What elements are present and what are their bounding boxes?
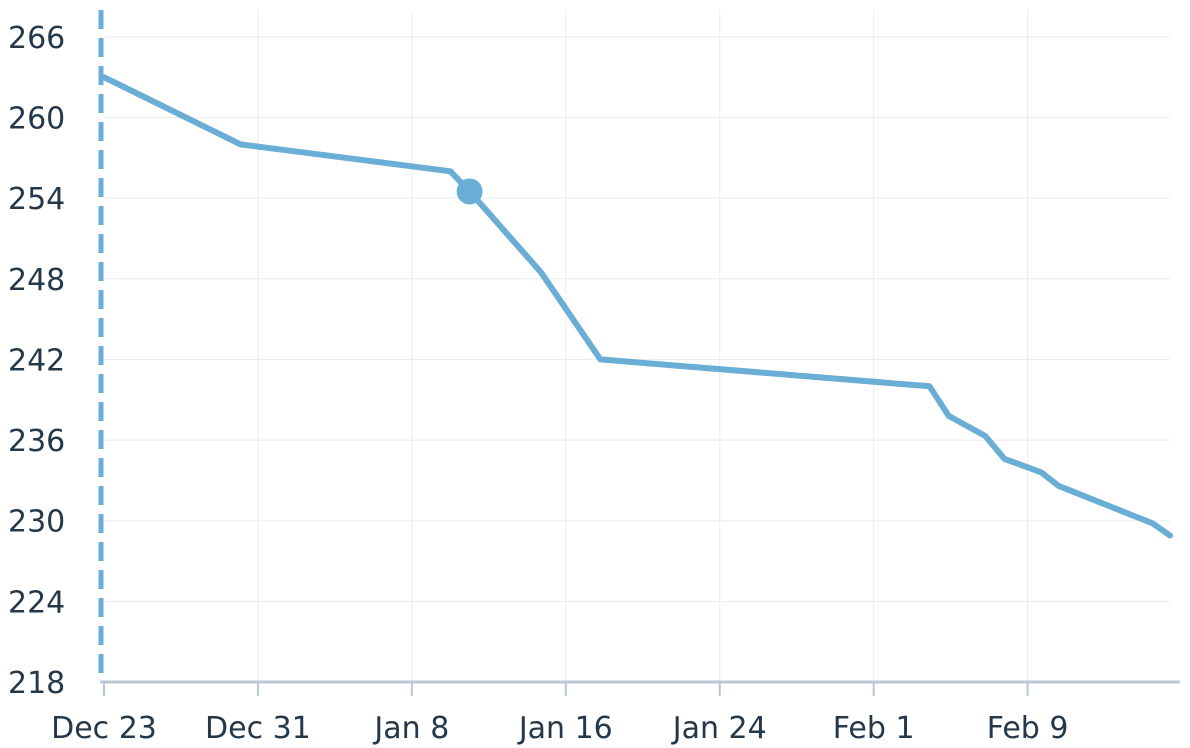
x-tick-label: Jan 16 [517, 711, 613, 746]
highlight-point [456, 178, 483, 205]
y-tick-label: 236 [8, 424, 65, 459]
y-tick-label: 254 [8, 182, 65, 217]
x-tick-label: Dec 23 [51, 711, 157, 746]
grid-layer [104, 10, 1170, 682]
y-tick-label: 248 [8, 263, 65, 298]
y-tick-label: 242 [8, 343, 65, 378]
y-tick-label: 218 [8, 666, 65, 701]
x-tick-label: Dec 31 [205, 711, 311, 746]
y-tick-label: 266 [8, 21, 65, 56]
x-tick-label: Jan 8 [372, 711, 449, 746]
y-tick-label: 260 [8, 102, 65, 137]
y-tick-label: 224 [8, 585, 65, 620]
x-tick-label: Feb 9 [987, 711, 1069, 746]
y-tick-label: 230 [8, 505, 65, 540]
series-line [101, 74, 1173, 539]
series-layer [98, 10, 1173, 678]
axis-layer [100, 680, 1180, 696]
label-layer: 218 224 230 236 242 248 254 260 266 Dec 23 Dec 31 J… [8, 21, 1068, 746]
x-tick-label: Feb 1 [833, 711, 915, 746]
x-tick-label: Jan 24 [671, 711, 767, 746]
